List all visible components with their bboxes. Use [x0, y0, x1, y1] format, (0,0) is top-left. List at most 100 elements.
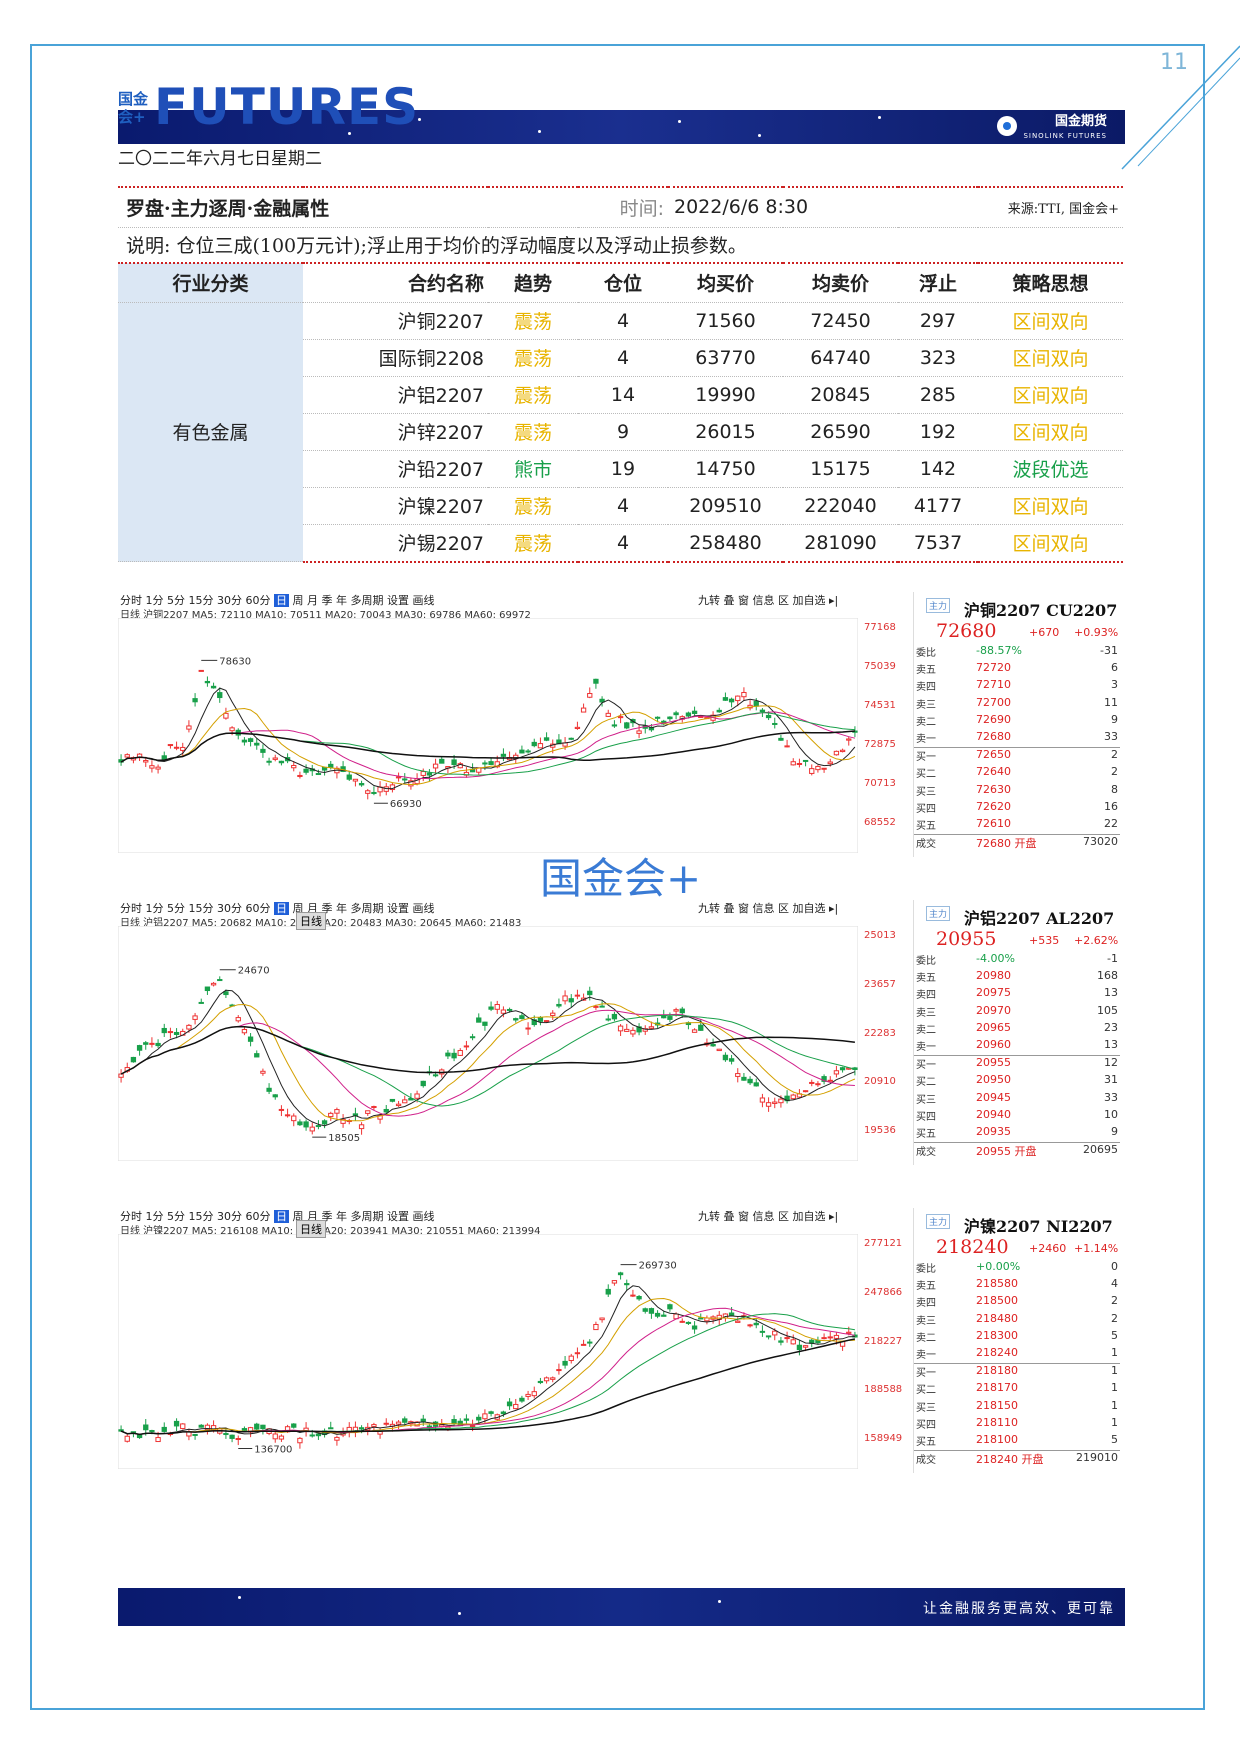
period-tabs-rest[interactable]: 周 月 季 年 多周期 设置 画线 [292, 594, 435, 607]
candle-body [377, 1114, 383, 1120]
candle-body [118, 1429, 124, 1432]
candle-body [414, 1421, 420, 1427]
quote-row: 委比 +0.00% 0 [916, 1260, 1118, 1275]
quote-row: 成交 72680 开盘 73020 [914, 834, 1120, 852]
tab-daily[interactable]: 日 [273, 594, 289, 607]
candle-body [648, 726, 655, 731]
candle-body [180, 1423, 186, 1430]
candle-body [149, 1430, 155, 1433]
logo-cn: 国金会+ [118, 90, 149, 126]
position-cell: 4 [578, 302, 668, 340]
candle-body [389, 1098, 396, 1102]
strategy-cell: 区间双向 [978, 524, 1123, 563]
y-tick: 218227 [864, 1335, 903, 1347]
candle-body [488, 1411, 494, 1414]
chart-tools[interactable]: 九转 叠 窗 信息 区 加自选 ▸| [698, 1210, 839, 1223]
candle-body [149, 1042, 155, 1045]
candle-body [525, 1393, 531, 1397]
avg-buy-cell: 209510 [668, 487, 783, 525]
high-label: 269730 [639, 1261, 677, 1272]
contract-name-cell: 沪镍2207 [303, 487, 488, 525]
candle-body [124, 1435, 130, 1442]
period-tabs-rest[interactable]: 周 月 季 年 多周期 设置 画线 [292, 1210, 435, 1223]
quote-row: 买二 20950 31 [916, 1073, 1118, 1089]
chart-tools[interactable]: 九转 叠 窗 信息 区 加自选 ▸| [698, 902, 839, 915]
ma-line [120, 705, 856, 786]
quote-row: 卖四 72710 3 [916, 678, 1118, 694]
candle-body [722, 697, 729, 701]
candle-body [543, 737, 550, 741]
candle-body [667, 1304, 673, 1310]
tab-daily[interactable]: 日 [273, 1210, 289, 1223]
strategy-cell: 区间双向 [978, 376, 1123, 414]
category-cell: 有色金属 [118, 302, 303, 562]
candle-body [698, 1024, 704, 1031]
candle-body [617, 1025, 624, 1032]
main-contract-tag: 主力 [926, 598, 951, 613]
period-toolbar[interactable]: 分时 1分 5分 15分 30分 60分 日 周 月 季 年 多周期 设置 画线 [120, 592, 434, 608]
contract-name-cell: 沪铜2207 [303, 302, 488, 340]
candle-body [136, 1045, 143, 1051]
brand-name: 国金期货 SINOLINK FUTURES [1023, 114, 1107, 141]
candle-body [223, 712, 229, 719]
period-tabs[interactable]: 分时 1分 5分 15分 30分 60分 [120, 594, 274, 607]
aluminum-kline-chart[interactable]: 分时 1分 5分 15分 30分 60分 日 周 月 季 年 多周期 设置 画线… [118, 900, 1123, 1165]
candle-body [802, 1345, 809, 1348]
header-banner: 国金期货 SINOLINK FUTURES [118, 110, 1125, 144]
tab-daily[interactable]: 日 [273, 902, 289, 915]
copper-kline-chart[interactable]: 分时 1分 5分 15分 30分 60分 日 周 月 季 年 多周期 设置 画线… [118, 592, 1123, 857]
kline-plot[interactable]: 269730 136700 [118, 1234, 858, 1469]
candle-body [753, 1322, 759, 1326]
candle-body [173, 746, 180, 749]
candle-body [753, 700, 759, 707]
column-header: 浮止 [898, 262, 978, 303]
period-tabs[interactable]: 分时 1分 5分 15分 30分 60分 [120, 1210, 274, 1223]
candle-body [210, 685, 217, 689]
candle-body [167, 1031, 174, 1034]
trend-cell: 震荡 [488, 302, 578, 340]
candle-body [759, 1097, 766, 1103]
candle-body [469, 1036, 476, 1039]
float-stop-cell: 192 [898, 413, 978, 451]
candle-body [432, 1074, 439, 1077]
period-toolbar[interactable]: 分时 1分 5分 15分 30分 60分 日 周 月 季 年 多周期 设置 画线 [120, 1208, 434, 1224]
candle-body [833, 1334, 840, 1339]
candle-body [636, 730, 642, 734]
candle-body [741, 1076, 747, 1081]
period-tabs-rest[interactable]: 周 月 季 年 多周期 设置 画线 [292, 902, 435, 915]
candle-body [525, 1027, 531, 1030]
candle-body [636, 1295, 642, 1300]
candle-body [358, 783, 365, 786]
avg-buy-cell: 26015 [668, 413, 783, 451]
quote-pct: +1.14% [1074, 1242, 1119, 1255]
nickel-kline-chart[interactable]: 分时 1分 5分 15分 30分 60分 日 周 月 季 年 多周期 设置 画线… [118, 1208, 1123, 1473]
column-header: 均买价 [668, 262, 783, 303]
quote-row: 买五 72610 22 [916, 816, 1118, 832]
candle-body [241, 1428, 248, 1431]
candle-body [155, 766, 161, 770]
quote-row: 卖一 72680 33 [916, 729, 1118, 745]
candle-body [543, 1377, 550, 1382]
candle-body [395, 1421, 402, 1425]
kline-plot[interactable]: 78630 66930 [118, 618, 858, 853]
trend-cell: 震荡 [488, 339, 578, 377]
chart-tools[interactable]: 九转 叠 窗 信息 区 加自选 ▸| [698, 594, 839, 607]
candle-body [328, 1427, 334, 1430]
candle-body [303, 1121, 309, 1128]
column-header: 趋势 [488, 262, 578, 303]
candle-body [223, 1433, 229, 1436]
quote-change: +535 [1029, 934, 1060, 947]
candle-body [457, 1049, 463, 1056]
low-label: 136700 [254, 1445, 292, 1456]
period-toolbar[interactable]: 分时 1分 5分 15分 30分 60分 日 周 月 季 年 多周期 设置 画线 [120, 900, 434, 916]
candle-body [519, 749, 525, 754]
quote-row: 买二 218170 1 [916, 1381, 1118, 1397]
candle-body [846, 1331, 852, 1334]
strategy-cell: 区间双向 [978, 302, 1123, 340]
y-tick: 188588 [864, 1384, 903, 1396]
avg-sell-cell: 26590 [783, 413, 898, 451]
candle-body [395, 776, 402, 779]
period-tabs[interactable]: 分时 1分 5分 15分 30分 60分 [120, 902, 274, 915]
kline-plot[interactable]: 24670 18505 [118, 926, 858, 1161]
candle-body [796, 763, 803, 766]
